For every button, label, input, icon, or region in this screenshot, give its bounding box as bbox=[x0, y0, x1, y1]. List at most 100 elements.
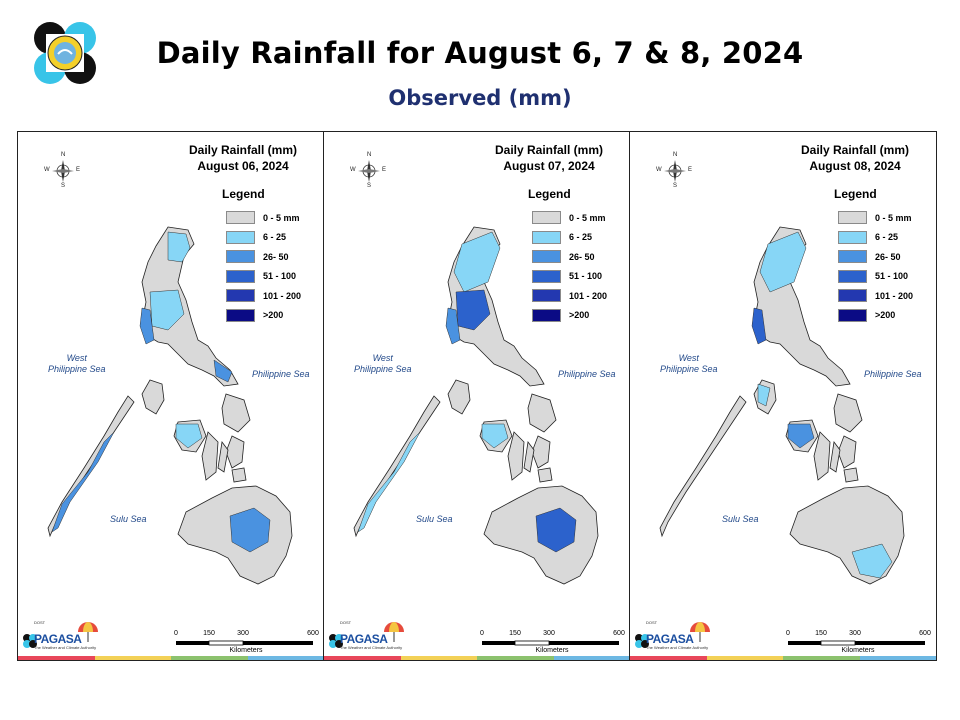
legend-label: 26- 50 bbox=[569, 251, 595, 262]
page-title: Daily Rainfall for August 6, 7 & 8, 2024 bbox=[156, 36, 804, 70]
panel-title: Daily Rainfall (mm) August 07, 2024 bbox=[474, 142, 624, 174]
legend-swatch bbox=[838, 269, 867, 283]
rainfall-map-panel: N S W E Daily Rainfall (mm) August 08, 2… bbox=[630, 132, 936, 660]
sea-label-east: Philippine Sea bbox=[252, 369, 310, 379]
sea-label-west-text2: Philippine Sea bbox=[48, 364, 106, 374]
page-subtitle: Observed (mm) bbox=[388, 86, 572, 110]
compass-rose-icon: N S W E bbox=[656, 152, 692, 190]
scale-tick: 150 bbox=[815, 630, 827, 637]
legend-swatch bbox=[226, 211, 255, 225]
rain-zone-west-luzon-coast bbox=[139, 307, 155, 345]
legend-item: 26- 50 bbox=[532, 247, 607, 267]
scale-tick: 300 bbox=[849, 630, 861, 637]
philippines-map bbox=[659, 226, 905, 585]
compass-n: N bbox=[61, 152, 66, 158]
legend-swatch bbox=[226, 230, 255, 244]
pagasa-logo: DOST PAGASA The Weather and Climate Auth… bbox=[634, 616, 716, 652]
legend-item: 6 - 25 bbox=[532, 228, 607, 248]
sea-label-south: Sulu Sea bbox=[416, 514, 453, 524]
legend-item: 6 - 25 bbox=[226, 228, 301, 248]
scale-bar: 0 150 300 600 Kilometers bbox=[786, 630, 931, 660]
rain-zone-panay bbox=[481, 423, 509, 449]
sea-label-west: West Philippine Sea bbox=[48, 353, 106, 375]
pagasa-name: PAGASA bbox=[34, 632, 82, 646]
scale-tick: 150 bbox=[203, 630, 215, 637]
scale-unit: Kilometers bbox=[229, 647, 263, 654]
legend-item: 0 - 5 mm bbox=[838, 208, 913, 228]
pagasa-logo: DOST PAGASA The Weather and Climate Auth… bbox=[22, 616, 104, 652]
rainfall-panels: N S W E Daily Rainfall (mm) August 06, 2… bbox=[17, 131, 937, 661]
legend-item: 101 - 200 bbox=[838, 286, 913, 306]
pagasa-dost: DOST bbox=[646, 620, 658, 625]
scale-tick: 600 bbox=[307, 630, 319, 637]
legend-swatch bbox=[532, 250, 561, 264]
rain-zone-palawan bbox=[357, 431, 421, 533]
scale-unit: Kilometers bbox=[841, 647, 875, 654]
scale-bar: 0 150 300 600 Kilometers bbox=[480, 630, 625, 660]
legend-swatch bbox=[838, 289, 867, 303]
scale-unit: Kilometers bbox=[535, 647, 569, 654]
island-samar bbox=[527, 393, 557, 433]
panel-title: Daily Rainfall (mm) August 08, 2024 bbox=[780, 142, 930, 174]
scale-tick: 600 bbox=[919, 630, 931, 637]
island-leyte bbox=[837, 435, 857, 469]
pagasa-dost: DOST bbox=[34, 620, 46, 625]
rain-zone-central-luzon bbox=[455, 289, 491, 331]
legend-label: >200 bbox=[875, 310, 896, 321]
legend-item: 0 - 5 mm bbox=[226, 208, 301, 228]
legend-label: 26- 50 bbox=[875, 251, 901, 262]
rain-zone-north-luzon bbox=[759, 231, 807, 293]
legend-swatch bbox=[838, 250, 867, 264]
panel-date: August 06, 2024 bbox=[197, 159, 289, 173]
legend-label: >200 bbox=[569, 310, 590, 321]
legend: 0 - 5 mm 6 - 25 26- 50 51 - 100 101 - 20… bbox=[226, 208, 301, 325]
rain-zones bbox=[751, 231, 893, 579]
panel-title: Daily Rainfall (mm) August 06, 2024 bbox=[168, 142, 318, 174]
sea-label-west-text2: Philippine Sea bbox=[354, 364, 412, 374]
sea-label-west-text2: Philippine Sea bbox=[660, 364, 718, 374]
panel-title-text: Daily Rainfall (mm) bbox=[188, 143, 298, 157]
rain-zone-panay bbox=[787, 423, 815, 449]
legend-item: >200 bbox=[226, 306, 301, 326]
legend-label: 0 - 5 mm bbox=[263, 212, 300, 223]
rain-zone-west-luzon-coast bbox=[751, 307, 767, 345]
rain-zones bbox=[357, 231, 577, 553]
rain-zone-panay bbox=[175, 423, 203, 449]
compass-w: W bbox=[350, 167, 356, 173]
compass-rose-icon: N S W E bbox=[350, 152, 386, 190]
sea-label-south: Sulu Sea bbox=[722, 514, 759, 524]
legend: 0 - 5 mm 6 - 25 26- 50 51 - 100 101 - 20… bbox=[532, 208, 607, 325]
panel-date: August 07, 2024 bbox=[503, 159, 595, 173]
legend-swatch bbox=[532, 308, 561, 322]
island-cebu-bohol bbox=[217, 440, 247, 483]
legend-label: 6 - 25 bbox=[569, 232, 593, 243]
compass-s: S bbox=[673, 183, 678, 189]
rain-zone-central-luzon bbox=[149, 289, 185, 331]
rainfall-map-panel: N S W E Daily Rainfall (mm) August 06, 2… bbox=[18, 132, 324, 660]
rain-zone-west-luzon-coast bbox=[445, 307, 461, 345]
sea-label-west-text: West bbox=[66, 353, 87, 363]
island-samar bbox=[833, 393, 863, 433]
legend-label: 101 - 200 bbox=[263, 290, 302, 301]
legend-item: 0 - 5 mm bbox=[532, 208, 607, 228]
legend-label: 101 - 200 bbox=[569, 290, 608, 301]
island-mindanao bbox=[789, 485, 905, 585]
rain-zone-palawan bbox=[51, 431, 115, 533]
legend-swatch bbox=[226, 269, 255, 283]
legend-label: 0 - 5 mm bbox=[875, 212, 912, 223]
compass-s: S bbox=[367, 183, 372, 189]
legend-item: 51 - 100 bbox=[226, 267, 301, 287]
legend-item: >200 bbox=[532, 306, 607, 326]
pagasa-logo: DOST PAGASA The Weather and Climate Auth… bbox=[328, 616, 410, 652]
sea-label-west: West Philippine Sea bbox=[660, 353, 718, 375]
legend-swatch bbox=[532, 230, 561, 244]
legend-label: 26- 50 bbox=[263, 251, 289, 262]
legend-item: 101 - 200 bbox=[532, 286, 607, 306]
legend-swatch bbox=[838, 211, 867, 225]
panel-title-text: Daily Rainfall (mm) bbox=[494, 143, 604, 157]
compass-w: W bbox=[44, 167, 50, 173]
pagasa-tagline: The Weather and Climate Authority bbox=[340, 645, 403, 650]
island-samar bbox=[221, 393, 251, 433]
legend-label: >200 bbox=[263, 310, 284, 321]
scale-tick: 0 bbox=[786, 630, 790, 637]
